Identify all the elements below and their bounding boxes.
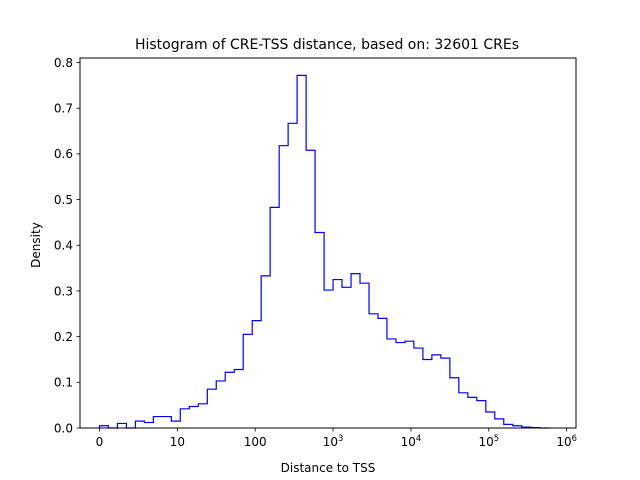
y-tick-label: 0.3 xyxy=(54,284,73,298)
x-tick-label: 103 xyxy=(323,433,344,449)
x-tick-label-base: 0 xyxy=(96,435,104,449)
y-tick-label: 0.6 xyxy=(54,147,73,161)
y-axis-ticks: 0.0 0.1 0.2 0.3 0.4 0.5 0.6 0.7 0.8 xyxy=(54,56,80,435)
histogram-step-line xyxy=(98,74,549,429)
y-tick-label: 0.0 xyxy=(54,421,73,435)
y-axis-label: Density xyxy=(29,222,43,268)
x-tick-label-exponent: 5 xyxy=(494,433,499,443)
x-tick-label-exponent: 4 xyxy=(416,433,421,443)
x-tick-label: 0 xyxy=(96,435,104,449)
y-tick-label: 0.2 xyxy=(54,330,73,344)
x-tick-label: 100 xyxy=(244,435,267,449)
x-tick-label-base: 10 xyxy=(556,435,571,449)
x-tick-label-base: 10 xyxy=(478,435,493,449)
x-axis-ticks: 0 10 100 103 104 105 106 xyxy=(96,428,577,449)
x-tick-label: 106 xyxy=(556,433,577,449)
y-tick-label: 0.1 xyxy=(54,376,73,390)
y-tick-label: 0.5 xyxy=(54,193,73,207)
x-axis-label: Distance to TSS xyxy=(281,461,376,475)
x-tick-label-base: 10 xyxy=(323,435,338,449)
x-tick-label-exponent: 3 xyxy=(338,433,343,443)
x-tick-label-base: 100 xyxy=(244,435,267,449)
x-tick-label-exponent: 6 xyxy=(572,433,577,443)
chart-title: Histogram of CRE-TSS distance, based on:… xyxy=(135,37,519,53)
y-tick-label: 0.7 xyxy=(54,102,73,116)
y-tick-label: 0.8 xyxy=(54,56,73,70)
x-tick-label-base: 10 xyxy=(170,435,185,449)
y-tick-label: 0.4 xyxy=(54,239,73,253)
x-tick-label: 10 xyxy=(170,435,185,449)
x-tick-label: 104 xyxy=(401,433,422,449)
x-tick-label: 105 xyxy=(478,433,499,449)
plot-area-frame xyxy=(79,57,577,429)
x-tick-label-base: 10 xyxy=(401,435,416,449)
